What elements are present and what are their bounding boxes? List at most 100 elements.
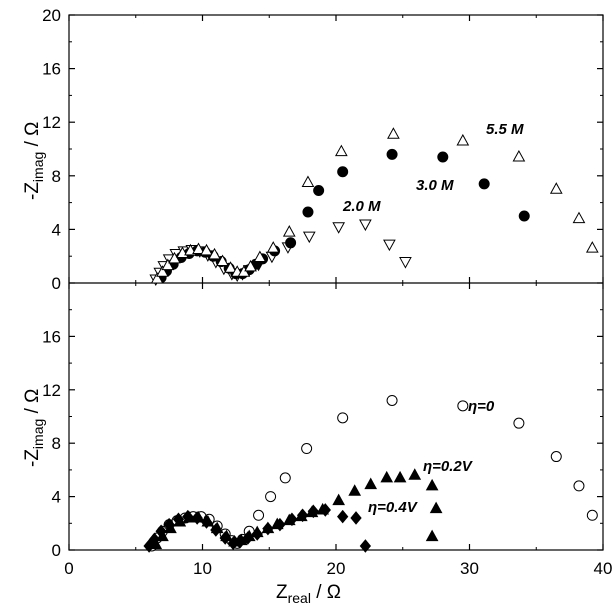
data-point-panel0-series2 — [192, 242, 205, 254]
y-tick-label: 12 — [42, 381, 61, 400]
y-tick-label: 0 — [52, 274, 61, 293]
y-tick-label: 12 — [42, 113, 61, 132]
annotation-eta-0-2v: η=0.2V — [423, 458, 474, 475]
data-point-panel0-series2 — [253, 250, 267, 263]
x-axis-label: Zreal / Ω — [276, 582, 341, 606]
data-point-panel1-series0 — [457, 400, 469, 412]
data-point-panel1-series2 — [274, 517, 286, 532]
data-point-panel1-series1 — [380, 470, 394, 483]
data-point-panel1-series2 — [182, 509, 194, 524]
data-point-panel1-series2 — [143, 539, 155, 553]
data-point-panel1-series2 — [242, 531, 254, 545]
y-tick-label: 0 — [52, 541, 61, 560]
y-tick-label: 8 — [52, 167, 61, 186]
data-point-panel1-series1 — [425, 478, 439, 491]
data-point-panel0-series1 — [386, 148, 398, 160]
data-point-panel1-series0 — [265, 491, 277, 503]
data-point-panel0-series1 — [437, 151, 449, 163]
data-point-panel0-series1 — [518, 210, 530, 222]
data-point-panel0-series2 — [156, 265, 169, 277]
data-point-panel0-series2 — [224, 261, 237, 273]
data-point-panel1-extra — [425, 529, 439, 542]
data-point-panel1-series1 — [364, 477, 378, 490]
x-tick-label: 0 — [64, 559, 73, 578]
data-point-panel1-series1 — [408, 468, 422, 480]
annotation-eta-0-4v: η=0.4V — [368, 499, 419, 516]
data-point-panel1-series2 — [337, 509, 349, 524]
data-point-panel1-series2 — [155, 524, 167, 539]
data-point-panel0-series1 — [478, 178, 490, 190]
top-y-axis-label: -Zimag / Ω — [22, 122, 46, 200]
data-point-panel0-series0 — [302, 231, 316, 244]
data-point-panel0-series2 — [150, 271, 164, 284]
data-point-panel0-series2 — [334, 144, 348, 157]
data-point-panel1-series2 — [359, 539, 372, 553]
data-point-panel1-series2 — [286, 512, 298, 527]
y-tick-label: 4 — [52, 220, 61, 239]
y-tick-label: 16 — [42, 60, 61, 79]
data-point-panel0-series2 — [301, 175, 315, 187]
data-point-panel1-series2 — [172, 512, 185, 527]
data-point-panel1-series0 — [253, 509, 265, 521]
data-point-panel0-series2 — [585, 241, 599, 253]
data-point-panel1-series0 — [279, 472, 291, 484]
data-point-panel0-series2 — [456, 133, 470, 146]
ticks-layer: 0 4 8 12 16 20 0 4 8 12 16 0 10 20 30 40 — [42, 6, 612, 578]
annotation-5-5m: 5.5 M — [486, 121, 524, 138]
data-point-panel1-series0 — [573, 480, 585, 492]
data-point-panel0-series2 — [282, 225, 296, 237]
bottom-y-axis-label: -Zimag / Ω — [22, 389, 46, 467]
annotation-2-0m: 2.0 M — [342, 198, 381, 215]
data-point-panel0-series0 — [332, 222, 346, 234]
data-point-panel1-series2 — [210, 523, 222, 537]
data-point-panel0-series2 — [266, 241, 280, 253]
annotation-3-0m: 3.0 M — [416, 177, 454, 194]
data-point-panel0-series0 — [383, 239, 396, 252]
data-point-panel0-series1 — [285, 237, 297, 249]
data-point-panel1-series2 — [148, 532, 161, 547]
data-point-panel0-series2 — [387, 127, 400, 139]
data-point-panel0-series1 — [337, 166, 349, 178]
data-point-panel1-series2 — [234, 535, 246, 549]
y-tick-label: 4 — [52, 488, 61, 507]
data-point-panel0-series1 — [302, 206, 314, 218]
data-point-panel1-series1 — [348, 484, 362, 496]
data-point-panel1-series1 — [332, 493, 346, 506]
data-point-panel1-series0 — [586, 509, 598, 521]
data-point-panel0-series2 — [208, 247, 221, 260]
x-tick-label: 30 — [460, 559, 479, 578]
data-point-panel0-series0 — [399, 257, 412, 269]
y-tick-label: 20 — [42, 6, 61, 25]
y-tick-label: 16 — [42, 327, 61, 346]
data-point-panel0-series2 — [549, 182, 563, 194]
data-point-panel1-series2 — [350, 511, 362, 525]
data-point-panel1-series2 — [191, 511, 203, 525]
x-tick-label: 10 — [193, 559, 212, 578]
data-point-panel1-series0 — [513, 417, 525, 429]
data-point-panel1-series0 — [301, 443, 313, 455]
y-tick-label: 8 — [52, 434, 61, 453]
data-point-panel1-series2 — [319, 503, 331, 517]
data-point-panel1-series0 — [337, 412, 349, 424]
data-point-panel0-series2 — [216, 254, 229, 267]
data-point-panel1-series2 — [296, 508, 309, 523]
marks-layer — [143, 127, 599, 553]
data-point-panel0-series2 — [200, 243, 213, 256]
data-point-panel1-series2 — [200, 515, 213, 529]
data-point-panel1-series2 — [307, 504, 319, 519]
data-point-panel1-series2 — [251, 527, 263, 541]
x-tick-label: 20 — [327, 559, 346, 578]
data-point-panel0-series2 — [512, 150, 526, 162]
data-point-panel0-series2 — [572, 211, 586, 224]
annotation-eta-0: η=0 — [468, 398, 495, 415]
data-point-panel1-series0 — [386, 394, 398, 406]
data-point-panel1-series2 — [219, 531, 231, 545]
data-point-panel1-series1 — [393, 470, 407, 483]
data-point-panel1-series2 — [163, 517, 175, 532]
data-point-panel0-series1 — [313, 185, 325, 197]
data-point-panel0-series2 — [244, 259, 257, 272]
data-point-panel1-series1 — [429, 501, 443, 514]
data-point-panel0-series0 — [359, 219, 372, 232]
data-point-panel1-series0 — [550, 451, 562, 463]
